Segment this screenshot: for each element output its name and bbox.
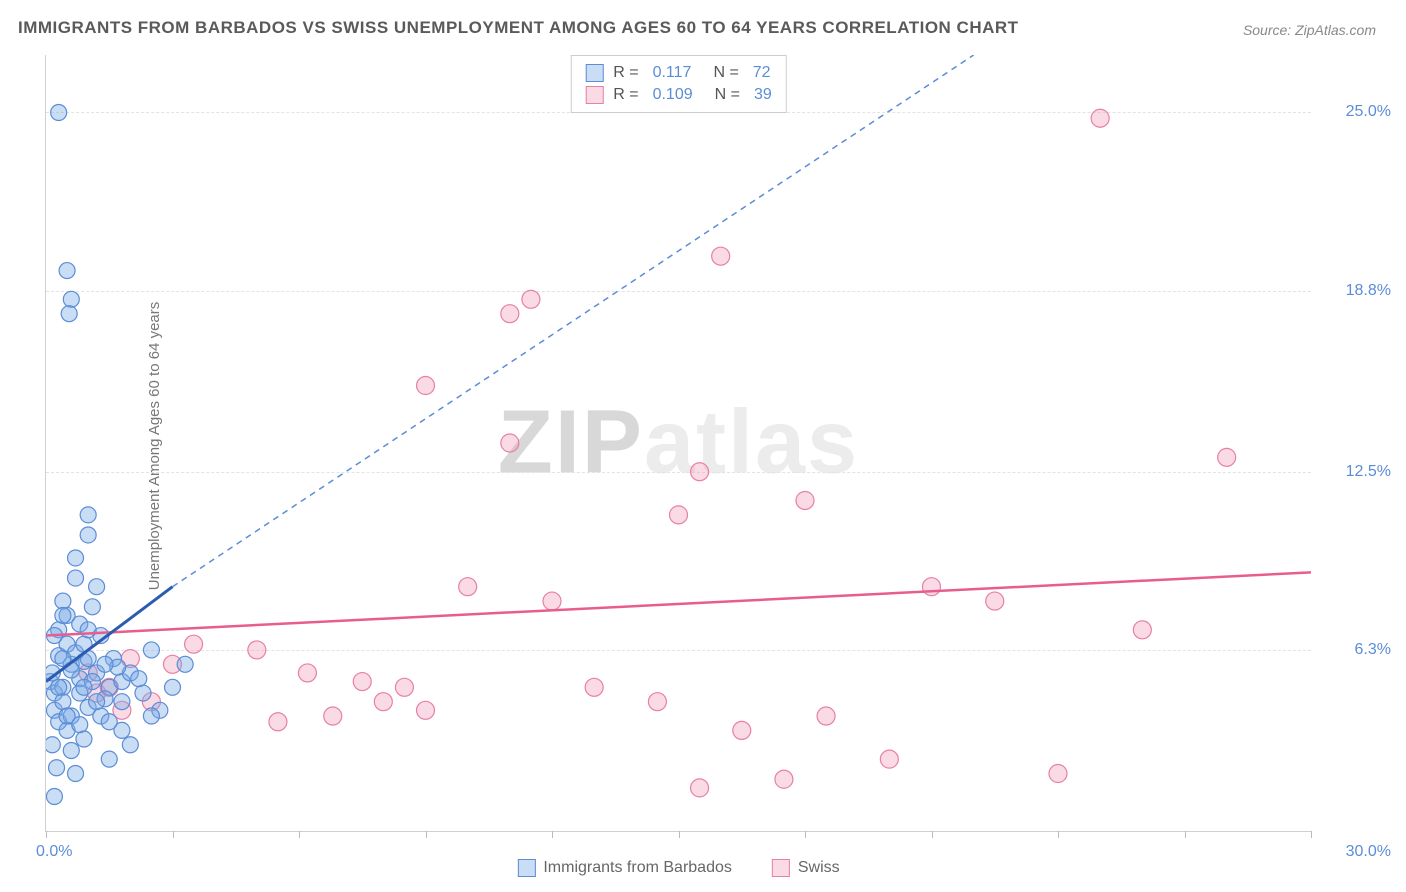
legend-swatch-b (772, 859, 790, 877)
legend-swatch-a (517, 859, 535, 877)
legend-swatch-b (585, 86, 603, 104)
y-tick-label: 12.5% (1321, 463, 1391, 481)
legend-item-b: Swiss (772, 859, 840, 877)
legend-n-label: N = (713, 64, 738, 82)
legend-r-label: R = (613, 64, 638, 82)
legend-r-label: R = (613, 86, 638, 104)
chart-title: IMMIGRANTS FROM BARBADOS VS SWISS UNEMPL… (18, 18, 1019, 38)
legend-correlation: R = 0.117 N = 72 R = 0.109 N = 39 (570, 55, 787, 113)
legend-series: Immigrants from Barbados Swiss (517, 859, 839, 877)
chart-svg (46, 55, 1311, 831)
plot-area: ZIPatlas R = 0.117 N = 72 R = 0.109 N = … (45, 55, 1311, 832)
x-axis-min-label: 0.0% (36, 843, 72, 861)
source-attribution: Source: ZipAtlas.com (1243, 22, 1376, 38)
legend-row-a: R = 0.117 N = 72 (585, 62, 772, 84)
x-axis-max-label: 30.0% (1346, 843, 1391, 861)
legend-label-a: Immigrants from Barbados (543, 859, 732, 877)
legend-n-value-b: 39 (754, 86, 772, 104)
legend-label-b: Swiss (798, 859, 840, 877)
y-tick-label: 25.0% (1321, 103, 1391, 121)
y-tick-label: 18.8% (1321, 282, 1391, 300)
legend-r-value-a: 0.117 (653, 64, 692, 82)
legend-n-value-a: 72 (753, 64, 771, 82)
y-tick-label: 6.3% (1321, 641, 1391, 659)
legend-swatch-a (585, 64, 603, 82)
legend-item-a: Immigrants from Barbados (517, 859, 732, 877)
legend-row-b: R = 0.109 N = 39 (585, 84, 772, 106)
legend-r-value-b: 0.109 (653, 86, 693, 104)
legend-n-label: N = (715, 86, 740, 104)
